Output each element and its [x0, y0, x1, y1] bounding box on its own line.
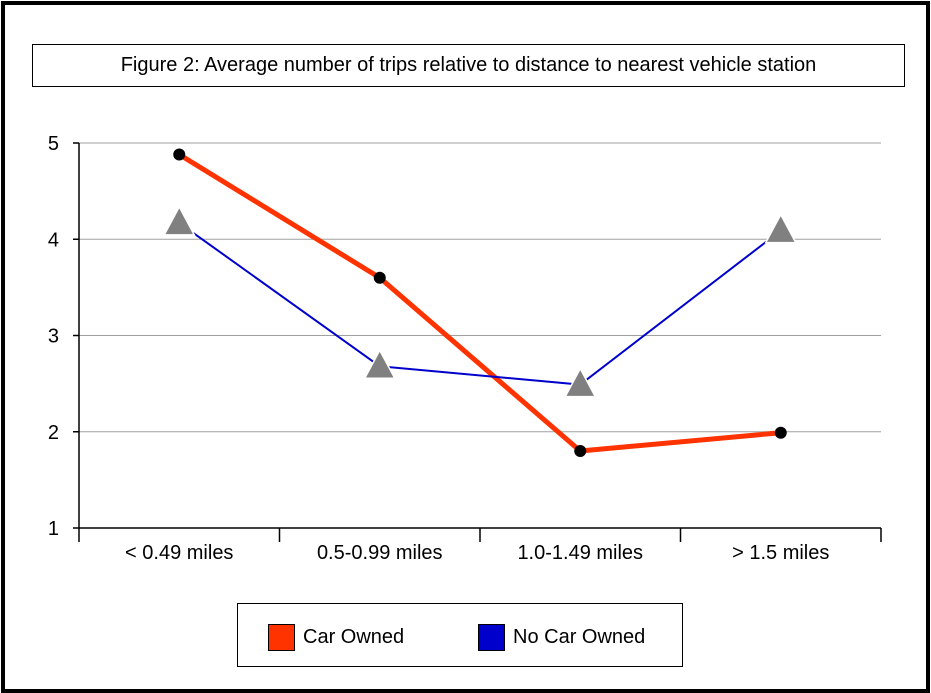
series-line-car-owned [177, 152, 781, 454]
y-tick-label: 4 [48, 229, 59, 251]
legend-label-no-car-owned: No Car Owned [513, 626, 646, 648]
y-tick-label: 2 [48, 422, 59, 444]
data-point-car-owned [774, 426, 787, 439]
y-tick-label: 5 [48, 133, 59, 155]
legend-swatch-car-owned [268, 624, 295, 651]
data-point-no-car-owned [563, 366, 597, 398]
x-tick-label: 1.0-1.49 miles [517, 542, 643, 564]
x-tick-label: > 1.5 miles [732, 542, 829, 564]
y-tick-label: 3 [48, 326, 59, 348]
data-point-car-owned [373, 271, 386, 284]
x-tick-label: < 0.49 miles [125, 542, 233, 564]
series-line-no-car-owned [178, 222, 782, 386]
legend-item-no-car-owned: No Car Owned [478, 624, 645, 651]
x-tick-label: 0.5-0.99 miles [317, 542, 443, 564]
y-tick-label: 1 [48, 518, 59, 540]
data-point-no-car-owned [363, 348, 397, 380]
data-point-car-owned [173, 148, 186, 161]
legend-swatch-no-car-owned [478, 624, 505, 651]
chart-title-box: Figure 2: Average number of trips relati… [32, 44, 905, 87]
data-point-no-car-owned [764, 212, 798, 244]
data-point-no-car-owned [162, 205, 196, 236]
legend-label-car-owned: Car Owned [303, 626, 405, 648]
legend-item-car-owned: Car Owned [268, 624, 404, 651]
data-point-car-owned [574, 445, 587, 457]
legend: Car Owned No Car Owned [237, 603, 683, 667]
chart-title: Figure 2: Average number of trips relati… [120, 54, 817, 76]
